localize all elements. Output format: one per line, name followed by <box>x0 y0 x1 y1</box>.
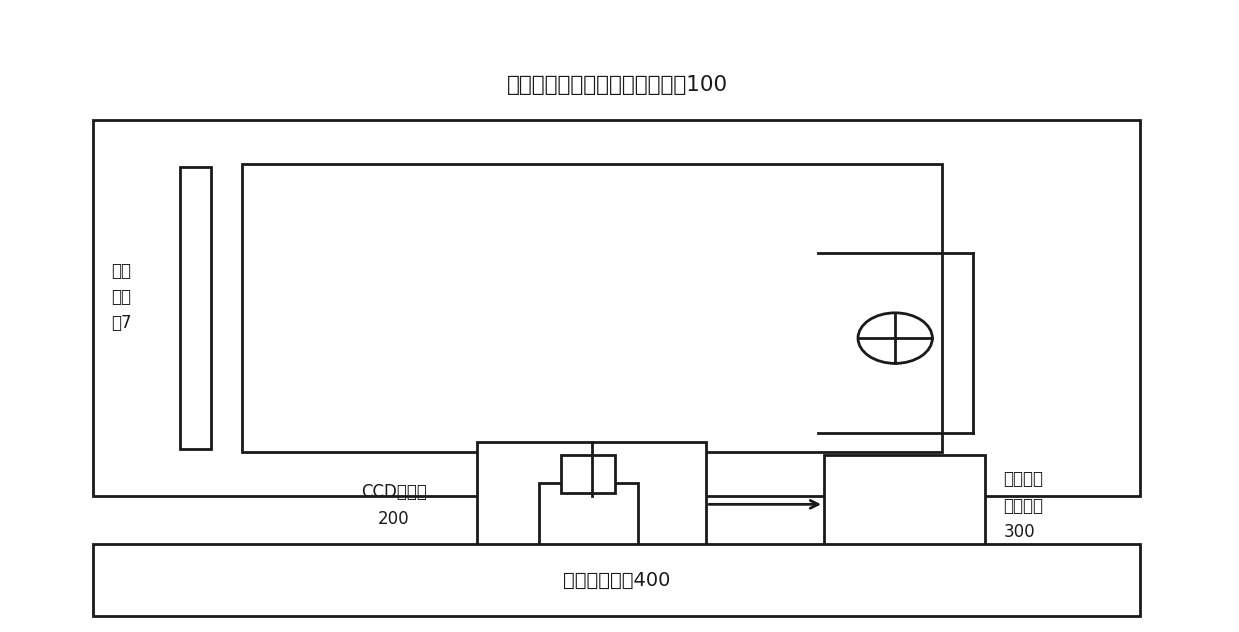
Bar <box>477 442 706 559</box>
Bar <box>93 544 1140 616</box>
Bar <box>561 455 615 493</box>
Bar <box>93 120 1140 496</box>
Text: 三维调整平台400: 三维调整平台400 <box>564 571 670 590</box>
Bar <box>824 455 985 553</box>
Bar <box>180 167 211 449</box>
Text: CCD摄像机
200: CCD摄像机 200 <box>361 483 427 528</box>
Text: 大口径离轴反射式平行光管组件100: 大口径离轴反射式平行光管组件100 <box>507 75 727 95</box>
Text: 图像采集
处理组件
300: 图像采集 处理组件 300 <box>1004 470 1043 541</box>
Bar <box>539 483 638 550</box>
Bar <box>242 164 942 452</box>
Text: 平面
反射
镜7: 平面 反射 镜7 <box>112 262 131 332</box>
